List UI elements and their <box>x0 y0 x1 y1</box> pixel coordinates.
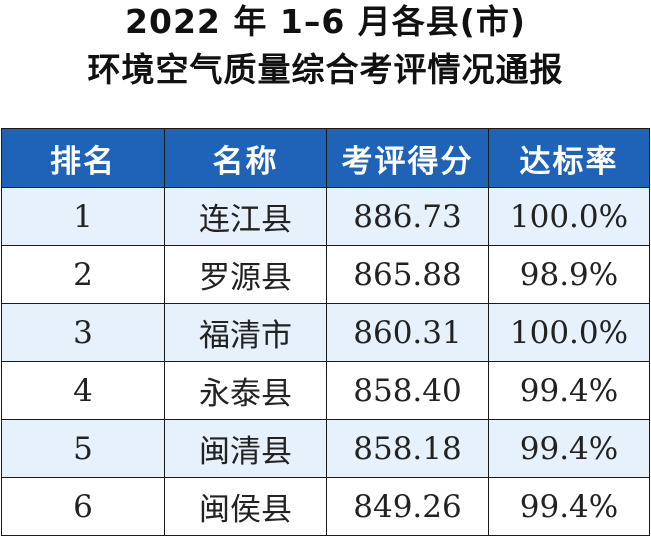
name-cell: 连江县 <box>164 187 327 246</box>
title-line-1: 2022 年 1–6 月各县(市) <box>125 2 526 41</box>
rank-cell: 1 <box>1 187 165 246</box>
title-line-2: 环境空气质量综合考评情况通报 <box>87 50 564 89</box>
rank-cell: 4 <box>1 361 165 420</box>
score-cell: 849.26 <box>326 477 489 536</box>
ranking-table: 排名 名称 考评得分 达标率 1 连江县 886.73 100.0% 2 罗源县… <box>1 128 650 536</box>
score-cell: 860.31 <box>326 303 489 362</box>
name-cell: 闽侯县 <box>164 477 327 536</box>
name-cell: 闽清县 <box>164 419 327 478</box>
rate-cell: 98.9% <box>488 245 650 304</box>
score-cell: 865.88 <box>326 245 489 304</box>
name-cell: 福清市 <box>164 303 327 362</box>
rank-cell: 5 <box>1 419 165 478</box>
name-cell: 永泰县 <box>164 361 327 420</box>
header-row: 排名 名称 考评得分 达标率 <box>1 128 650 188</box>
table-row: 3 福清市 860.31 100.0% <box>1 303 650 362</box>
rate-cell: 100.0% <box>488 187 650 246</box>
rate-cell: 100.0% <box>488 303 650 362</box>
table-row: 4 永泰县 858.40 99.4% <box>1 361 650 420</box>
table-row: 2 罗源县 865.88 98.9% <box>1 245 650 304</box>
rank-cell: 3 <box>1 303 165 362</box>
table-row: 6 闽侯县 849.26 99.4% <box>1 477 650 536</box>
rank-cell: 6 <box>1 477 165 536</box>
rate-cell: 99.4% <box>488 361 650 420</box>
header-score: 考评得分 <box>326 128 489 188</box>
rate-cell: 99.4% <box>488 419 650 478</box>
score-cell: 886.73 <box>326 187 489 246</box>
score-cell: 858.40 <box>326 361 489 420</box>
header-rank: 排名 <box>1 128 165 188</box>
name-cell: 罗源县 <box>164 245 327 304</box>
score-cell: 858.18 <box>326 419 489 478</box>
table-row: 5 闽清县 858.18 99.4% <box>1 419 650 478</box>
table-row: 1 连江县 886.73 100.0% <box>1 187 650 246</box>
header-name: 名称 <box>164 128 327 188</box>
header-rate: 达标率 <box>488 128 650 188</box>
rank-cell: 2 <box>1 245 165 304</box>
rate-cell: 99.4% <box>488 477 650 536</box>
